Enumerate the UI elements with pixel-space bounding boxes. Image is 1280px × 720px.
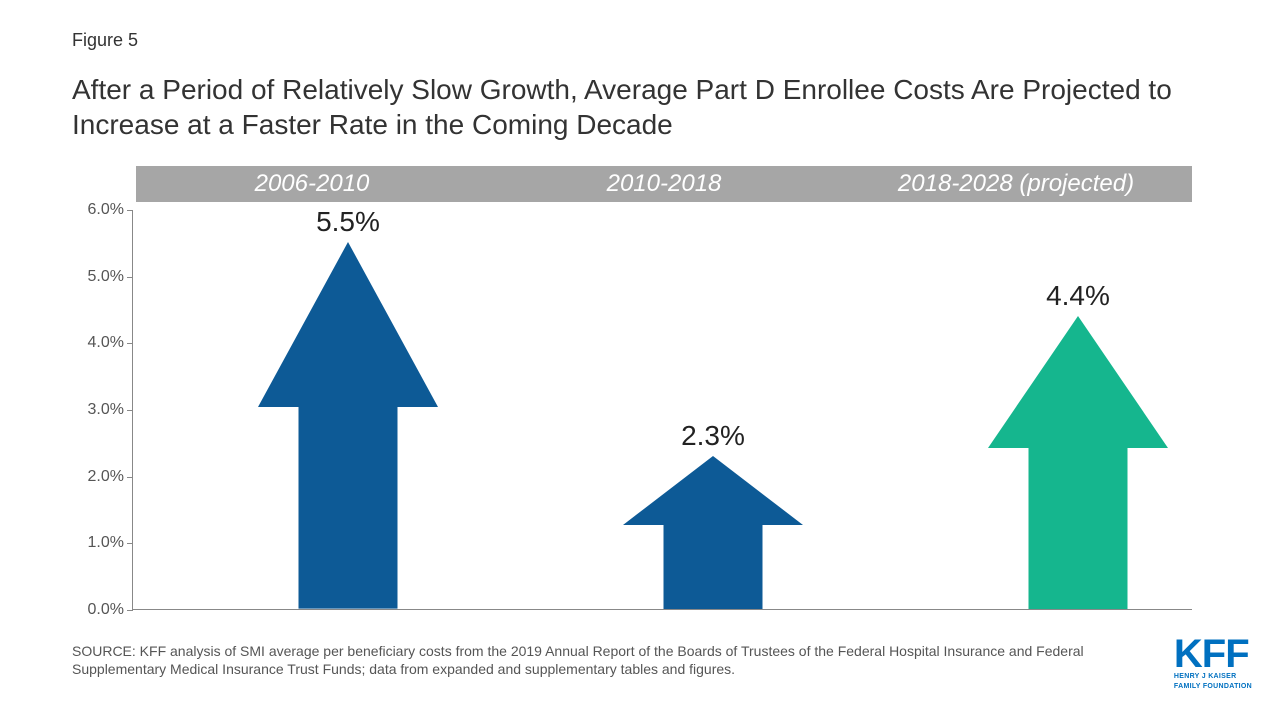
y-tick-label: 4.0% bbox=[74, 334, 124, 352]
kff-logo: KFF HENRY J KAISER FAMILY FOUNDATION bbox=[1174, 637, 1252, 690]
arrow-bar: 4.4% bbox=[988, 316, 1168, 609]
y-tick-label: 3.0% bbox=[74, 401, 124, 419]
y-tick-mark bbox=[127, 543, 133, 544]
plot-area: 5.5% 2.3% 4.4% bbox=[132, 210, 1192, 610]
arrow-bar: 2.3% bbox=[623, 456, 803, 609]
arrow-bar: 5.5% bbox=[258, 242, 438, 609]
arrow-icon bbox=[258, 242, 438, 609]
y-tick-label: 6.0% bbox=[74, 201, 124, 219]
chart-title: After a Period of Relatively Slow Growth… bbox=[72, 72, 1208, 142]
value-label: 5.5% bbox=[258, 206, 438, 238]
arrow-icon bbox=[988, 316, 1168, 609]
value-label: 2.3% bbox=[623, 420, 803, 452]
y-tick-mark bbox=[127, 343, 133, 344]
y-tick-mark bbox=[127, 210, 133, 211]
period-cell-0: 2006-2010 bbox=[136, 170, 488, 198]
y-tick-mark bbox=[127, 410, 133, 411]
y-tick-mark bbox=[127, 610, 133, 611]
y-axis: 0.0%1.0%2.0%3.0%4.0%5.0%6.0% bbox=[72, 210, 132, 610]
value-label: 4.4% bbox=[988, 280, 1168, 312]
figure-label: Figure 5 bbox=[72, 30, 138, 51]
y-tick-mark bbox=[127, 277, 133, 278]
y-tick-label: 2.0% bbox=[74, 468, 124, 486]
logo-subtext-2: FAMILY FOUNDATION bbox=[1174, 683, 1252, 690]
y-tick-label: 0.0% bbox=[74, 601, 124, 619]
period-cell-1: 2010-2018 bbox=[488, 170, 840, 198]
y-tick-label: 1.0% bbox=[74, 534, 124, 552]
chart-area: 0.0%1.0%2.0%3.0%4.0%5.0%6.0% 5.5%2.3%4.4… bbox=[72, 210, 1192, 610]
arrow-icon bbox=[623, 456, 803, 609]
source-note: SOURCE: KFF analysis of SMI average per … bbox=[72, 642, 1122, 678]
period-cell-2: 2018-2028 (projected) bbox=[840, 170, 1192, 198]
y-tick-mark bbox=[127, 477, 133, 478]
y-tick-label: 5.0% bbox=[74, 268, 124, 286]
logo-text: KFF bbox=[1174, 637, 1252, 671]
period-header-bar: 2006-2010 2010-2018 2018-2028 (projected… bbox=[136, 166, 1192, 202]
